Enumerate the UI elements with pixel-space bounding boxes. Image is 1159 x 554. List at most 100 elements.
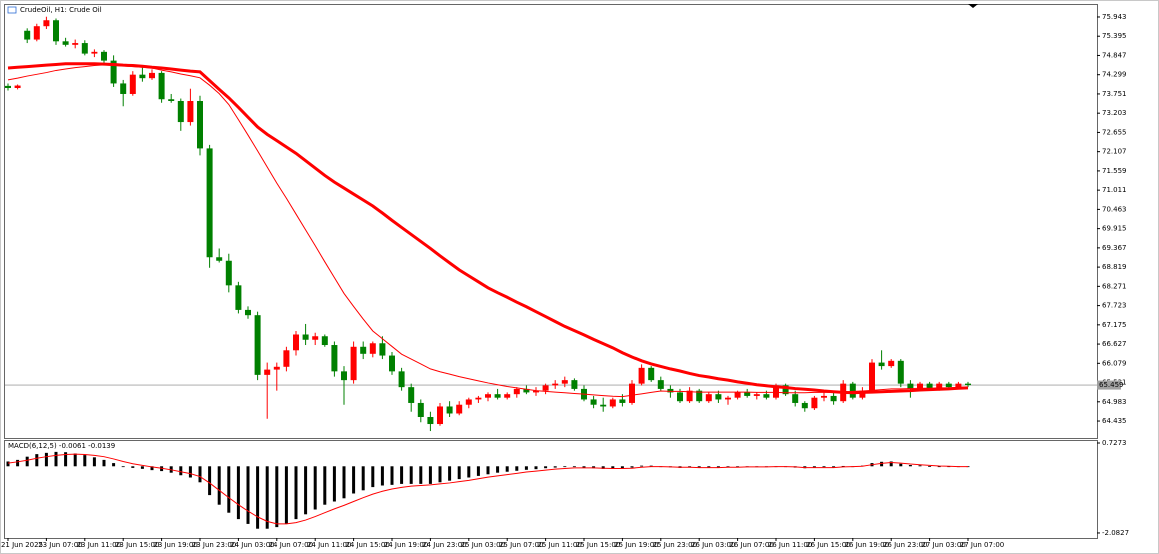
candle-body	[542, 385, 549, 391]
candle-body	[417, 402, 424, 418]
y-tick-label: 74.847	[1102, 51, 1127, 59]
x-tick-label: 24 Jun 23:00	[422, 541, 466, 549]
macd-bar	[716, 466, 720, 468]
macd-bar	[361, 466, 365, 491]
candle-body	[696, 390, 703, 402]
y-tick-label: 66.079	[1102, 359, 1127, 367]
candle-body	[379, 343, 386, 356]
macd-bar	[736, 466, 740, 468]
candle-body	[926, 383, 933, 389]
candle-body	[763, 394, 770, 398]
candle-body	[360, 346, 367, 354]
macd-title: MACD(6,12,5) -0.0061 -0.0139	[8, 442, 115, 450]
macd-bar	[928, 465, 932, 467]
candle-body	[62, 41, 69, 45]
candle-body	[811, 397, 818, 409]
macd-bar	[448, 466, 452, 481]
x-tick-label: 25 Jun 03:00	[461, 541, 505, 549]
candle-body	[571, 380, 578, 389]
x-tick-label: 25 Jun 23:00	[653, 541, 697, 549]
y-tick-label: 74.299	[1102, 71, 1127, 79]
y-tick-label: -2.0827	[1102, 529, 1129, 537]
y-tick-label: 71.011	[1102, 186, 1127, 194]
macd-bar	[294, 466, 298, 520]
macd-bar	[476, 466, 480, 476]
x-tick-label: 26 Jun 07:00	[729, 541, 773, 549]
candle-body	[206, 148, 213, 258]
y-tick-label: 67.723	[1102, 302, 1127, 310]
price-title: CrudeOil, H1: Crude Oil	[20, 6, 102, 14]
macd-bar	[707, 466, 711, 468]
candle-body	[590, 399, 597, 405]
macd-bar	[92, 457, 96, 467]
macd-bar	[438, 466, 442, 483]
macd-bar	[112, 463, 116, 467]
macd-bar	[390, 466, 394, 485]
macd-bar	[227, 466, 231, 513]
candle-body	[494, 394, 501, 398]
candle-body	[312, 336, 319, 340]
macd-bar	[208, 466, 212, 496]
macd-bar	[217, 466, 221, 505]
x-tick-label: 25 Jun 07:00	[499, 541, 543, 549]
candle-body	[907, 383, 914, 389]
candle-body	[437, 406, 443, 425]
macd-bar	[44, 452, 48, 467]
candle-body	[187, 100, 194, 123]
candle-body	[81, 43, 88, 54]
x-tick-label: 23 Jun 19:00	[153, 541, 197, 549]
y-tick-label: 69.915	[1102, 225, 1127, 233]
macd-bar	[102, 459, 106, 467]
macd-bar	[83, 455, 87, 467]
macd-bar	[304, 466, 308, 515]
y-tick-label: 73.751	[1102, 90, 1127, 98]
x-tick-label: 26 Jun 03:00	[691, 541, 735, 549]
candle-body	[33, 26, 40, 40]
macd-bar	[428, 466, 432, 484]
macd-bar	[131, 466, 135, 468]
x-tick-label: 24 Jun 11:00	[307, 541, 351, 549]
y-tick-label: 70.463	[1102, 205, 1127, 213]
current-price-box	[1097, 380, 1121, 390]
price-panel-frame	[4, 4, 1098, 439]
candle-body	[177, 100, 184, 123]
candle-body	[648, 367, 655, 381]
macd-bar	[371, 466, 375, 488]
macd-bar	[544, 466, 548, 469]
candle-body	[619, 399, 626, 403]
candle-body	[149, 72, 155, 79]
candle-body	[216, 257, 223, 261]
macd-bar	[467, 466, 471, 478]
macd-bar	[6, 461, 10, 467]
macd-bar	[572, 466, 576, 468]
candle-body	[408, 387, 415, 403]
candle-body	[369, 343, 376, 354]
candle-body	[897, 360, 904, 384]
candle-body	[341, 371, 347, 381]
candle-body	[686, 390, 693, 402]
candle-body	[753, 394, 760, 396]
macd-bar	[918, 465, 922, 467]
candle-body	[945, 383, 952, 388]
candle-body	[600, 404, 607, 407]
candle-body	[485, 394, 491, 398]
macd-bar	[889, 461, 893, 467]
moving-average	[7, 64, 969, 398]
macd-bar	[188, 466, 192, 478]
candle-body	[523, 388, 530, 393]
macd-bar	[16, 459, 20, 467]
macd-bar	[486, 466, 490, 475]
candle-body	[446, 406, 453, 414]
candle-body	[168, 99, 175, 101]
candle-body	[331, 345, 338, 372]
macd-bar	[515, 466, 519, 471]
macd-bar	[822, 466, 826, 468]
macd-bar	[640, 465, 644, 467]
macd-bar	[457, 466, 461, 480]
candle-body	[24, 30, 31, 40]
x-tick-label: 26 Jun 15:00	[806, 541, 850, 549]
candle-body	[245, 309, 251, 316]
candle-body	[235, 285, 242, 310]
macd-bar	[592, 466, 596, 469]
candle-body	[158, 72, 165, 100]
